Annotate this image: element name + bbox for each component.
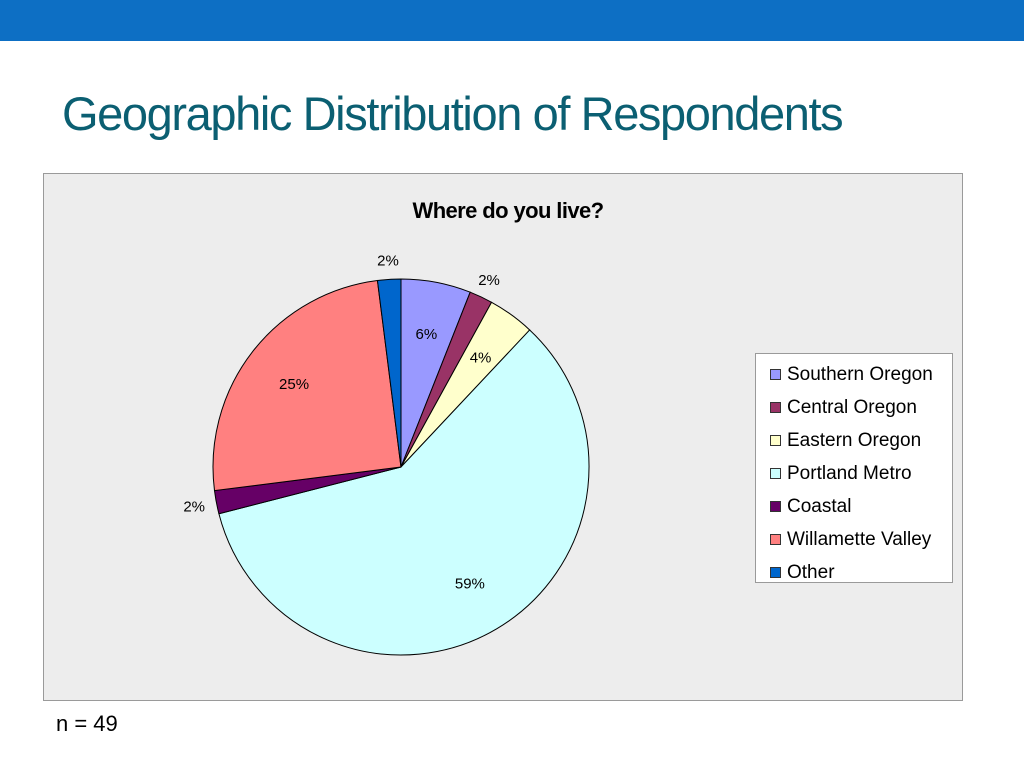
legend-swatch xyxy=(770,501,781,512)
legend-label: Eastern Oregon xyxy=(787,429,922,451)
legend-label: Other xyxy=(787,561,835,583)
pie-slice-willamette-valley xyxy=(212,279,402,492)
legend-item-coastal: Coastal xyxy=(770,490,952,523)
data-label-eastern-oregon: 4% xyxy=(470,349,492,366)
header-bar xyxy=(0,0,1024,41)
legend-swatch xyxy=(770,369,781,380)
legend-swatch xyxy=(770,567,781,578)
data-label-portland-metro: 59% xyxy=(455,576,485,593)
legend-label: Southern Oregon xyxy=(787,363,933,385)
legend-label: Willamette Valley xyxy=(787,528,932,550)
legend-item-southern-oregon: Southern Oregon xyxy=(770,358,952,391)
sample-size-note: n = 49 xyxy=(56,711,118,736)
legend-label: Central Oregon xyxy=(787,396,917,418)
legend-item-portland-metro: Portland Metro xyxy=(770,457,952,490)
legend-swatch xyxy=(770,534,781,545)
legend-item-central-oregon: Central Oregon xyxy=(770,391,952,424)
slide-title: Geographic Distribution of Respondents xyxy=(62,87,844,140)
legend-swatch xyxy=(770,435,781,446)
legend-swatch xyxy=(770,402,781,413)
data-label-central-oregon: 2% xyxy=(478,272,500,289)
legend-item-eastern-oregon: Eastern Oregon xyxy=(770,424,952,457)
pie-chart: 6% 2% 4% 59% 2% 25% 2% xyxy=(183,253,590,656)
chart-area: 6% 2% 4% 59% 2% 25% 2% Where do you live? Sout… xyxy=(43,173,963,701)
legend-label: Portland Metro xyxy=(787,462,912,484)
legend-label: Coastal xyxy=(787,495,852,517)
pie-data-labels: 6% 2% 4% 59% 2% 25% 2% xyxy=(183,253,500,593)
data-label-southern-oregon: 6% xyxy=(416,326,438,343)
data-label-other: 2% xyxy=(377,253,399,270)
legend-item-other: Other xyxy=(770,556,952,589)
pie-slices xyxy=(212,278,590,656)
data-label-willamette-valley: 25% xyxy=(279,376,309,393)
pie-slice-other xyxy=(376,278,402,468)
pie-slice-portland-metro xyxy=(218,329,590,656)
legend-item-willamette-valley: Willamette Valley xyxy=(770,523,952,556)
data-label-coastal: 2% xyxy=(183,498,205,515)
legend-swatch xyxy=(770,468,781,479)
chart-legend: Southern Oregon Central Oregon Eastern Ore… xyxy=(755,353,953,583)
chart-title: Where do you live? xyxy=(412,198,605,223)
